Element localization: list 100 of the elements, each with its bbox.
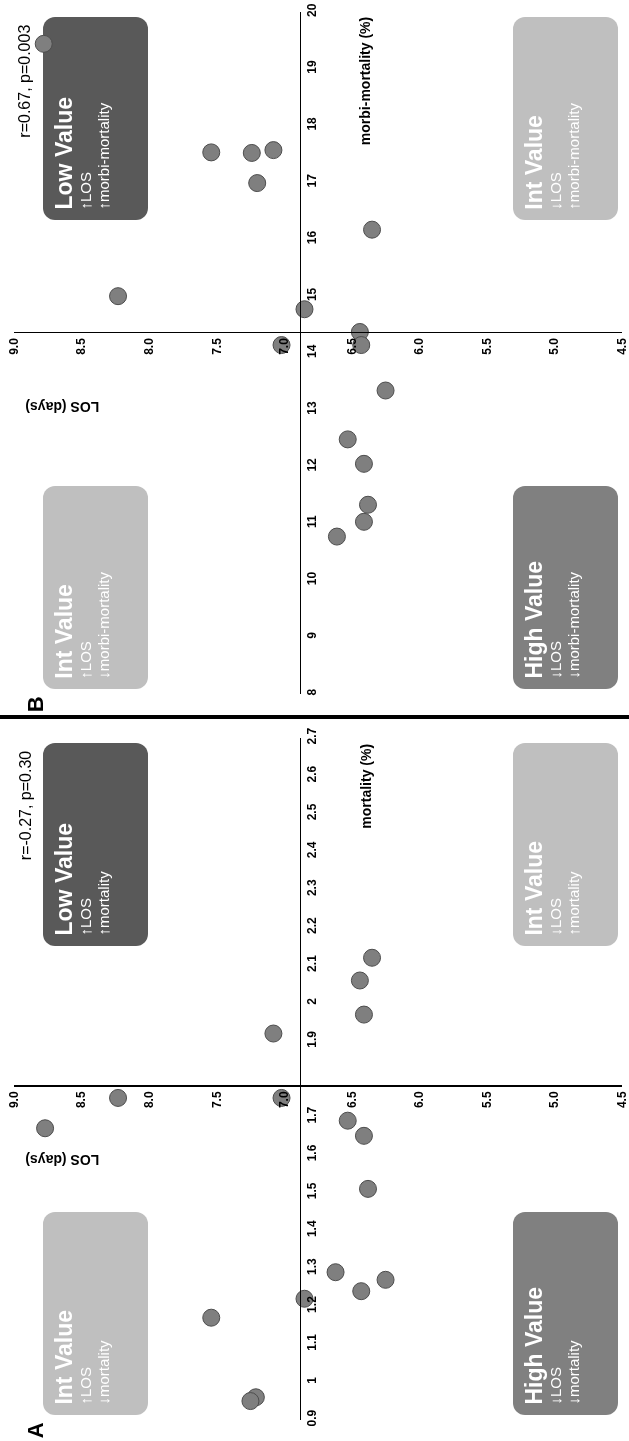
text: A [23, 1422, 49, 1439]
y-tick-label: 1.4 [304, 1220, 319, 1238]
x-tick-label: 5.0 [547, 1091, 562, 1109]
point [376, 381, 395, 400]
x-axis-title: LOS (days) [25, 398, 100, 415]
point [338, 430, 357, 449]
point [338, 1111, 357, 1130]
y-tick-label: 2.2 [304, 916, 319, 934]
x-tick-label: 6.5 [344, 1091, 359, 1109]
x-tick-label: 5.0 [547, 337, 562, 355]
annotation: Int Value ↓LOS ↑morbi-mortality [520, 103, 582, 210]
x-tick-label: 7.0 [277, 337, 292, 355]
point [359, 1179, 377, 1198]
point [350, 971, 369, 990]
y-tick-label: 14 [304, 344, 319, 358]
x-tick-label: 6.0 [412, 337, 427, 355]
y-tick-label: 0.9 [304, 1409, 319, 1427]
point [248, 174, 267, 193]
point [36, 1119, 55, 1138]
y-tick-label: 9 [304, 631, 319, 639]
annotation: High Value ↓LOS ↓mortality [520, 1286, 582, 1405]
point [363, 220, 382, 239]
rounded-box: Int Value ↑LOS ↓mortality [42, 1211, 148, 1415]
x-tick-label: 5.5 [479, 1091, 494, 1109]
y-tick-label: 2.7 [304, 727, 319, 745]
point [202, 143, 221, 162]
point [354, 512, 373, 531]
annotation: r=0.67, p=0.003 [16, 24, 34, 138]
annotation: Int Value ↑LOS ↓morbi-mortality [50, 571, 112, 679]
rounded-box: Low Value ↑LOS ↑mortality [42, 742, 148, 946]
point [264, 141, 283, 160]
y-tick-label: 2.6 [304, 765, 319, 783]
point [109, 287, 128, 306]
annotation: High Value ↓LOS ↓morbi-mortality [520, 560, 582, 679]
point [327, 527, 346, 546]
x-axis-title: LOS (days) [25, 1152, 100, 1169]
rounded-box: Int Value ↓LOS ↑morbi-mortality [512, 16, 618, 220]
rounded-box: Low Value ↑LOS ↑morbi-mortality [42, 16, 148, 220]
point [354, 1126, 373, 1145]
x-tick-label: 6.0 [412, 1091, 427, 1109]
point [354, 454, 373, 473]
point [202, 1308, 221, 1327]
y-tick-label: 18 [304, 116, 319, 131]
y-tick-label: 2.1 [304, 954, 319, 972]
rounded-box: Int Value ↓LOS ↑mortality [512, 742, 618, 946]
x-tick-label: 6.5 [344, 337, 359, 355]
rounded-box: High Value ↓LOS ↓morbi-mortality [512, 485, 618, 689]
x-tick-label: 9.0 [6, 337, 21, 355]
point [295, 300, 314, 319]
y-tick-label: 1 [304, 1376, 319, 1384]
y-axis-title: morbi-mortality (%) [357, 16, 374, 146]
y-tick-label: 2.5 [304, 803, 319, 821]
y-tick-label: 2 [304, 997, 319, 1005]
y-tick-label: 1.3 [304, 1257, 319, 1275]
y-tick-label: 1.2 [304, 1295, 319, 1313]
x-tick-label: 4.5 [614, 337, 629, 355]
annotation: Int Value ↑LOS ↓mortality [50, 1309, 112, 1405]
y-tick-label: 12 [304, 457, 319, 472]
y-tick-label: 1.1 [304, 1333, 319, 1351]
x-tick-label: 8.0 [142, 1091, 157, 1109]
x-tick-label: 7.5 [209, 1091, 224, 1109]
annotation: Int Value ↓LOS ↑mortality [520, 841, 582, 936]
point [109, 1088, 128, 1107]
point [264, 1024, 283, 1043]
rounded-box: Int Value ↑LOS ↓morbi-mortality [42, 485, 148, 689]
x-tick-label: 7.5 [209, 337, 224, 355]
y-tick-label: 17 [304, 173, 319, 188]
x-tick-label: 4.5 [614, 1091, 629, 1109]
annotation: Low Value ↑LOS ↑morbi-mortality [50, 97, 112, 210]
point [363, 948, 382, 967]
y-tick-label: 1.9 [304, 1030, 319, 1048]
y-tick-label: 1.7 [304, 1106, 319, 1124]
x-tick-label: 5.5 [479, 337, 494, 355]
annotation: Low Value ↑LOS ↑mortality [50, 823, 112, 936]
x-tick-label: 8.5 [74, 1091, 89, 1109]
annotation: r=-0.27, p=0.30 [16, 750, 34, 861]
point [376, 1270, 395, 1289]
y-tick-label: 16 [304, 230, 319, 245]
y-tick-label: 2.4 [304, 841, 319, 859]
y-tick-label: 2.3 [304, 879, 319, 897]
y-tick-label: 15 [304, 287, 319, 302]
point [241, 1392, 260, 1411]
y-axis-title: mortality (%) [357, 743, 374, 829]
y-tick-label: 10 [304, 571, 319, 586]
y-tick-label: 1.5 [304, 1182, 319, 1200]
y-tick-label: 1.6 [304, 1144, 319, 1162]
rounded-box: High Value ↓LOS ↓mortality [512, 1211, 618, 1415]
point [242, 143, 261, 162]
point [359, 495, 377, 514]
y-tick-label: 11 [304, 515, 319, 529]
point [326, 1263, 345, 1282]
y-tick-label: 8 [304, 688, 319, 696]
point [354, 1005, 373, 1024]
x-tick-label: 8.5 [74, 337, 89, 355]
point [352, 1282, 371, 1301]
x-tick-label: 7.0 [277, 1091, 292, 1109]
x-tick-label: 9.0 [6, 1091, 21, 1109]
point [34, 34, 53, 53]
y-tick-label: 19 [304, 60, 319, 74]
y-tick-label: 13 [304, 401, 319, 415]
